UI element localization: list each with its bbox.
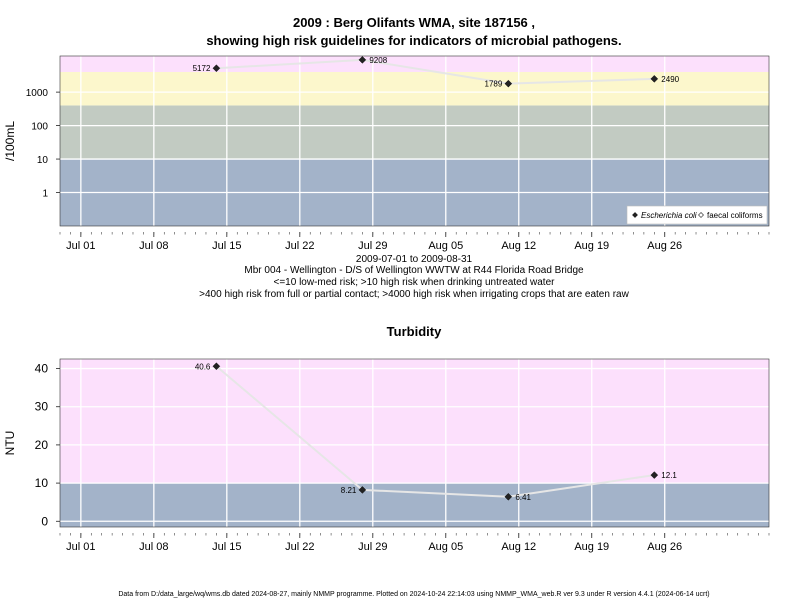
- caption-line-1: 2009-07-01 to 2009-08-31: [356, 254, 473, 265]
- legend-box: [626, 205, 768, 225]
- legend-label: Escherichia coli: [641, 211, 697, 220]
- x-tick-label: Aug 12: [501, 240, 536, 252]
- y-tick-label: 40: [35, 362, 49, 376]
- x-tick-label: Jul 22: [285, 541, 314, 553]
- microbial-chart: Jul 01 Jul 08 Jul 15 Jul 22 Jul 29 Aug 05 Aug …: [3, 55, 770, 252]
- data-point-marker: [212, 362, 221, 371]
- plot-frame: [59, 55, 770, 227]
- y-tick-label: 1: [42, 189, 48, 200]
- risk-band-0: [60, 483, 769, 527]
- y-tick-label: 100: [31, 122, 48, 133]
- data-label: 2490: [661, 75, 679, 84]
- data-label: 40.6: [195, 362, 211, 371]
- data-label: 8.21: [341, 486, 357, 495]
- risk-band-3: [60, 56, 769, 72]
- x-tick-label: Jul 29: [358, 541, 387, 553]
- risk-band-2: [60, 71, 769, 106]
- data-point-marker: [504, 493, 513, 501]
- risk-band-1: [60, 359, 769, 484]
- x-tick-label: Jul 22: [285, 240, 314, 252]
- data-label: 5172: [193, 64, 211, 73]
- x-tick-label: Jul 08: [139, 541, 168, 553]
- caption-line-4: >400 high risk from full or partial cont…: [199, 289, 629, 300]
- series-line: [215, 365, 655, 498]
- x-tick-label: Jul 08: [139, 240, 168, 252]
- y-tick-label: 20: [35, 438, 49, 452]
- data-point-marker: [358, 486, 367, 494]
- y-axis-label: /100mL: [3, 121, 17, 161]
- y-axis-label: NTU: [3, 431, 17, 456]
- x-tick-label: Jul 01: [66, 240, 95, 252]
- turbidity-chart: Jul 01 Jul 08 Jul 15 Jul 22 Jul 29 Aug 05 Aug …: [3, 358, 770, 553]
- data-point-marker: [650, 471, 659, 479]
- x-tick-label: Aug 26: [647, 541, 682, 553]
- y-tick-label: 10: [35, 476, 49, 490]
- chart1-subtitle: showing high risk guidelines for indicat…: [206, 33, 621, 48]
- plot-frame: [59, 358, 770, 528]
- data-point-marker: [650, 75, 659, 83]
- footer-note: Data from D:/data_large/wq/wms.db dated …: [118, 591, 709, 598]
- x-tick-label: Aug 19: [574, 240, 609, 252]
- data-label: 1789: [485, 80, 503, 89]
- y-tick-label: 30: [35, 400, 49, 414]
- y-tick-label: 1000: [26, 88, 49, 99]
- data-point-marker: [212, 64, 221, 73]
- x-tick-label: Aug 12: [501, 541, 536, 553]
- y-tick-label: 0: [41, 514, 48, 528]
- risk-band-1: [60, 105, 769, 160]
- x-tick-label: Aug 26: [647, 240, 682, 252]
- legend-filled-diamond-icon: [632, 212, 638, 218]
- data-label: 6.41: [515, 493, 531, 502]
- data-label: 9208: [369, 56, 387, 65]
- y-tick-label: 10: [37, 155, 49, 166]
- legend-open-diamond-icon: [698, 212, 704, 218]
- x-tick-label: Aug 05: [428, 541, 463, 553]
- data-point-marker: [358, 56, 367, 64]
- series-line: [216, 58, 655, 85]
- x-tick-label: Jul 01: [66, 541, 95, 553]
- data-label: 12.1: [661, 471, 677, 480]
- caption-line-2: Mbr 004 - Wellington - D/S of Wellington…: [244, 265, 584, 276]
- data-point-marker: [504, 79, 513, 88]
- x-tick-label: Jul 15: [212, 541, 241, 553]
- x-tick-label: Aug 05: [428, 240, 463, 252]
- chart2-title: Turbidity: [387, 324, 442, 339]
- x-tick-label: Jul 15: [212, 240, 241, 252]
- caption-line-3: <=10 low-med risk; >10 high risk when dr…: [274, 277, 556, 288]
- x-tick-label: Jul 29: [358, 240, 387, 252]
- chart1-title: 2009 : Berg Olifants WMA, site 187156 ,: [293, 15, 535, 30]
- x-tick-label: Aug 19: [574, 541, 609, 553]
- legend-label: faecal coliforms: [707, 211, 763, 220]
